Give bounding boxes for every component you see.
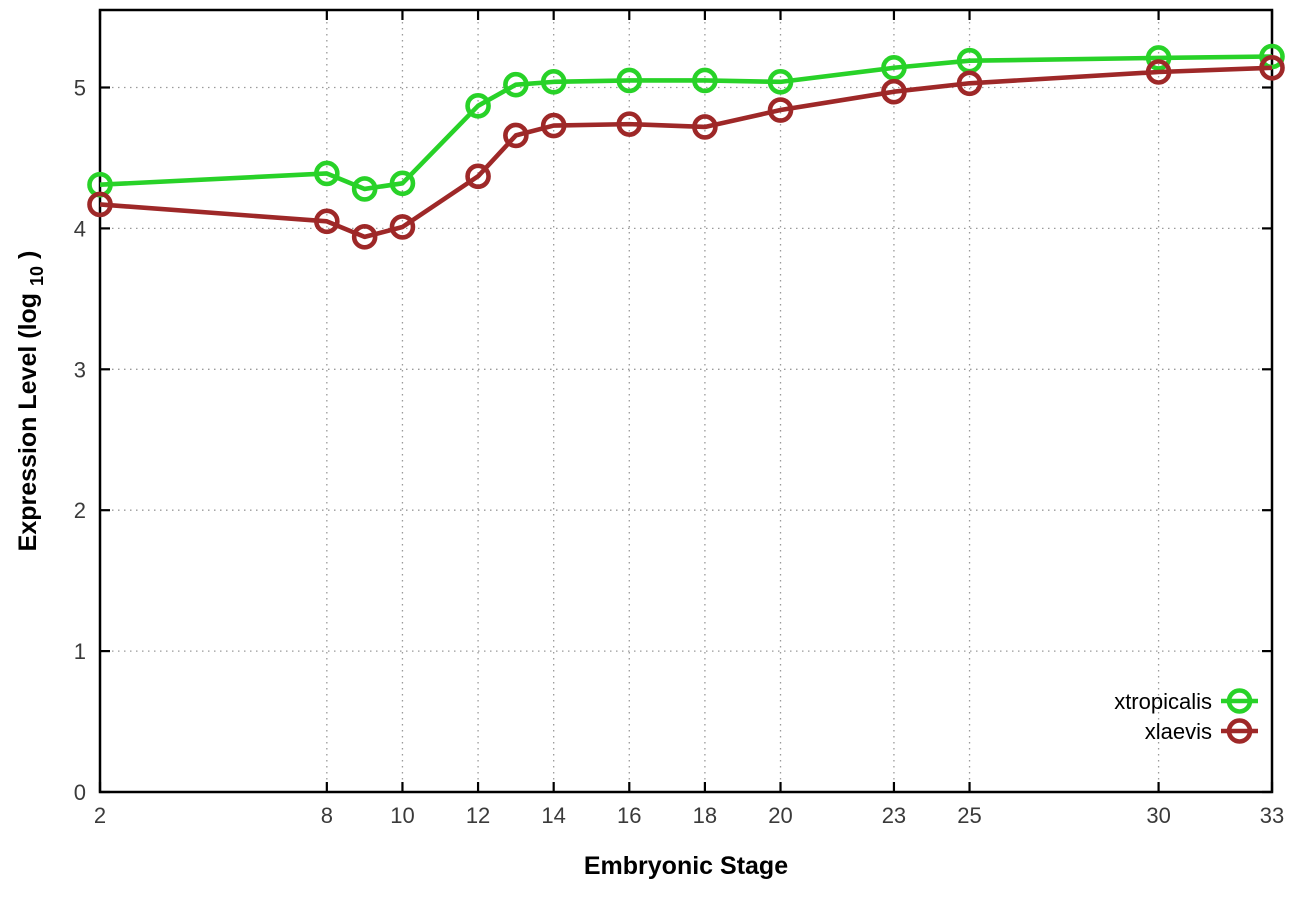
data-point-xlaevis	[1259, 54, 1285, 81]
data-point-xtropicalis	[1259, 43, 1285, 70]
data-point-xlaevis	[87, 191, 113, 218]
data-point-xlaevis	[1145, 59, 1172, 85]
legend-entry-xlaevis: xlaevis	[1145, 718, 1258, 744]
y-axis-label-close: )	[14, 251, 42, 259]
data-point-xtropicalis	[767, 69, 794, 95]
x-tick-label: 16	[617, 803, 641, 828]
data-point-xtropicalis	[389, 170, 416, 197]
data-point-xlaevis	[767, 97, 794, 123]
legend-label-xlaevis: xlaevis	[1145, 719, 1212, 744]
series-xlaevis	[87, 54, 1285, 250]
data-point-xlaevis	[465, 163, 491, 190]
data-point-xtropicalis	[351, 176, 378, 202]
y-axis-label-subscript: 10	[27, 266, 47, 286]
data-point-xtropicalis	[503, 71, 529, 98]
data-point-xtropicalis	[616, 67, 643, 94]
data-point-xtropicalis	[881, 54, 907, 81]
data-point-xtropicalis	[1145, 45, 1172, 71]
y-axis-label-base: Expression Level (log	[14, 293, 42, 551]
x-axis-label: Embryonic Stage	[584, 852, 788, 880]
data-point-xlaevis	[314, 208, 340, 235]
y-tick-label: 2	[74, 498, 86, 523]
y-axis-label: Expression Level (log 10 )	[14, 251, 49, 552]
legend-sample-marker-xtropicalis	[1226, 688, 1253, 714]
legend-entry-xtropicalis: xtropicalis	[1114, 688, 1258, 714]
x-tick-label: 20	[768, 803, 792, 828]
data-point-xtropicalis	[692, 67, 718, 94]
x-tick-label: 23	[882, 803, 906, 828]
data-point-xtropicalis	[314, 160, 340, 187]
y-tick-label: 0	[74, 780, 86, 805]
data-point-xtropicalis	[540, 69, 567, 95]
legend: xtropicalis xlaevis	[1114, 688, 1258, 744]
data-point-xlaevis	[692, 114, 718, 140]
y-tick-label: 3	[74, 357, 86, 382]
x-tick-label: 30	[1146, 803, 1170, 828]
series-plot	[87, 43, 1285, 250]
series-line-xlaevis	[99, 65, 1273, 240]
data-point-xlaevis	[389, 214, 416, 240]
data-point-xlaevis	[351, 224, 378, 250]
y-tick-label: 5	[74, 75, 86, 100]
series-xtropicalis	[87, 43, 1285, 202]
x-tick-label: 12	[466, 803, 490, 828]
x-tick-label: 33	[1260, 803, 1284, 828]
legend-label-xtropicalis: xtropicalis	[1114, 689, 1212, 714]
legend-sample-marker-xlaevis	[1226, 718, 1253, 744]
data-point-xlaevis	[616, 111, 643, 137]
data-point-xlaevis	[503, 122, 529, 149]
y-tick-label: 4	[74, 216, 86, 241]
x-tick-label: 25	[957, 803, 981, 828]
x-tick-label: 2	[94, 803, 106, 828]
y-tick-label: 1	[74, 639, 86, 664]
x-tick-label: 18	[693, 803, 717, 828]
data-point-xlaevis	[881, 78, 907, 105]
x-tick-label: 8	[321, 803, 333, 828]
data-point-xtropicalis	[465, 93, 491, 119]
data-point-xlaevis	[540, 112, 567, 139]
x-tick-label: 10	[390, 803, 414, 828]
plot-border	[98, 8, 1274, 794]
data-point-xlaevis	[956, 70, 983, 97]
x-tick-label: 14	[541, 803, 565, 828]
